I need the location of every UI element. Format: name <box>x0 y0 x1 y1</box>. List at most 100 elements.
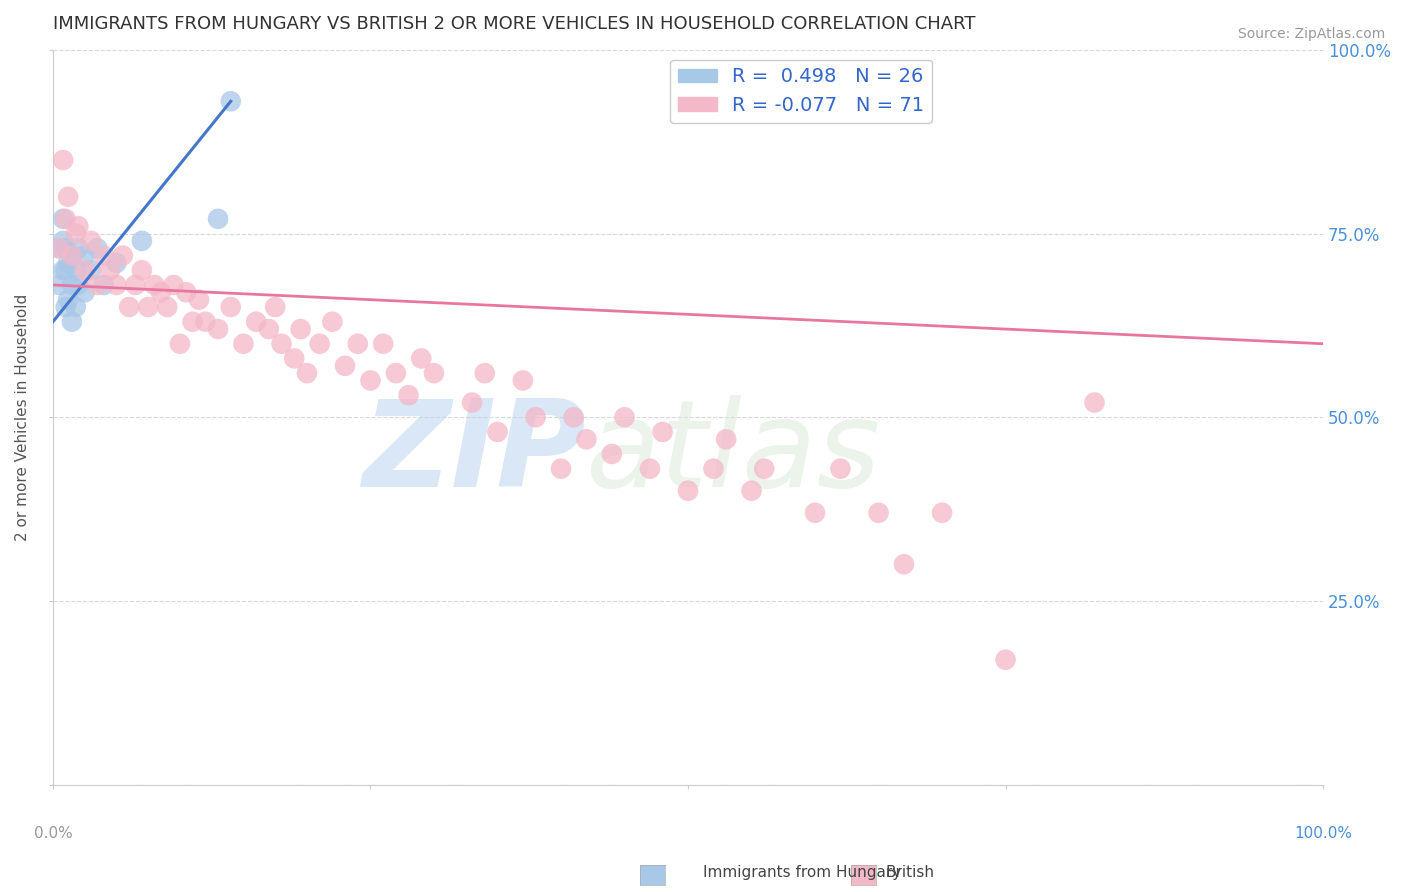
Point <box>830 461 852 475</box>
Point <box>93 249 115 263</box>
Text: British: British <box>886 865 935 880</box>
Point <box>219 300 242 314</box>
Point <box>60 249 83 263</box>
Point <box>385 366 408 380</box>
Point <box>741 483 763 498</box>
Point <box>333 359 356 373</box>
Point <box>283 351 305 366</box>
Point <box>48 277 70 292</box>
Point <box>174 285 197 300</box>
Point <box>613 410 636 425</box>
Point <box>181 315 204 329</box>
Point <box>638 461 661 475</box>
Point <box>131 234 153 248</box>
Point <box>188 293 211 307</box>
Point <box>73 263 96 277</box>
Point <box>131 263 153 277</box>
Point <box>149 285 172 300</box>
Point <box>56 256 79 270</box>
Point <box>136 300 159 314</box>
Point <box>754 461 776 475</box>
Point <box>232 336 254 351</box>
Point <box>60 249 83 263</box>
Point <box>60 315 83 329</box>
Text: 0.0%: 0.0% <box>34 826 72 841</box>
Text: Immigrants from Hungary: Immigrants from Hungary <box>703 865 901 880</box>
Point <box>55 300 77 314</box>
Point <box>702 461 724 475</box>
Y-axis label: 2 or more Vehicles in Household: 2 or more Vehicles in Household <box>15 293 30 541</box>
Point <box>245 315 267 329</box>
Point <box>321 315 343 329</box>
Point <box>98 263 121 277</box>
Point <box>52 211 75 226</box>
Point <box>550 461 572 475</box>
Point <box>411 351 433 366</box>
Point <box>80 263 103 277</box>
Point <box>931 506 953 520</box>
Point <box>1083 395 1105 409</box>
Point <box>55 263 77 277</box>
Point <box>124 277 146 292</box>
Point <box>524 410 547 425</box>
Point <box>60 277 83 292</box>
Point <box>651 425 673 439</box>
Point <box>474 366 496 380</box>
Point <box>893 558 915 572</box>
Point <box>86 277 108 292</box>
Point <box>67 219 90 234</box>
Point <box>56 190 79 204</box>
Point <box>373 336 395 351</box>
Point <box>295 366 318 380</box>
Point <box>512 374 534 388</box>
Text: ZIP: ZIP <box>363 395 586 513</box>
Text: Source: ZipAtlas.com: Source: ZipAtlas.com <box>1237 27 1385 41</box>
Point <box>398 388 420 402</box>
Point <box>194 315 217 329</box>
Point <box>48 241 70 255</box>
Point <box>308 336 330 351</box>
Point <box>67 277 90 292</box>
Point <box>346 336 368 351</box>
Point <box>105 277 128 292</box>
Point <box>600 447 623 461</box>
Point <box>55 211 77 226</box>
Point <box>219 95 242 109</box>
Point <box>270 336 292 351</box>
Text: 100.0%: 100.0% <box>1294 826 1353 841</box>
Point <box>423 366 446 380</box>
Point <box>486 425 509 439</box>
Point <box>994 653 1017 667</box>
Point <box>359 374 381 388</box>
Point <box>56 293 79 307</box>
Point <box>65 300 87 314</box>
Point <box>169 336 191 351</box>
Point <box>73 249 96 263</box>
Point <box>93 277 115 292</box>
Point <box>162 277 184 292</box>
Point <box>55 241 77 255</box>
Point <box>80 234 103 248</box>
Point <box>48 241 70 255</box>
Point <box>207 211 229 226</box>
Legend: R =  0.498   N = 26, R = -0.077   N = 71: R = 0.498 N = 26, R = -0.077 N = 71 <box>671 60 932 123</box>
Point <box>67 241 90 255</box>
Point <box>111 249 134 263</box>
Text: atlas: atlas <box>586 395 882 513</box>
Point <box>804 506 827 520</box>
Text: IMMIGRANTS FROM HUNGARY VS BRITISH 2 OR MORE VEHICLES IN HOUSEHOLD CORRELATION C: IMMIGRANTS FROM HUNGARY VS BRITISH 2 OR … <box>53 15 976 33</box>
Point <box>714 432 737 446</box>
Point <box>868 506 890 520</box>
Point <box>290 322 312 336</box>
Point <box>52 263 75 277</box>
Point <box>257 322 280 336</box>
Point <box>105 256 128 270</box>
Point <box>65 227 87 241</box>
Point <box>118 300 141 314</box>
Point <box>156 300 179 314</box>
Point <box>65 263 87 277</box>
Point <box>86 241 108 255</box>
Point <box>207 322 229 336</box>
Point <box>562 410 585 425</box>
Point <box>52 234 75 248</box>
